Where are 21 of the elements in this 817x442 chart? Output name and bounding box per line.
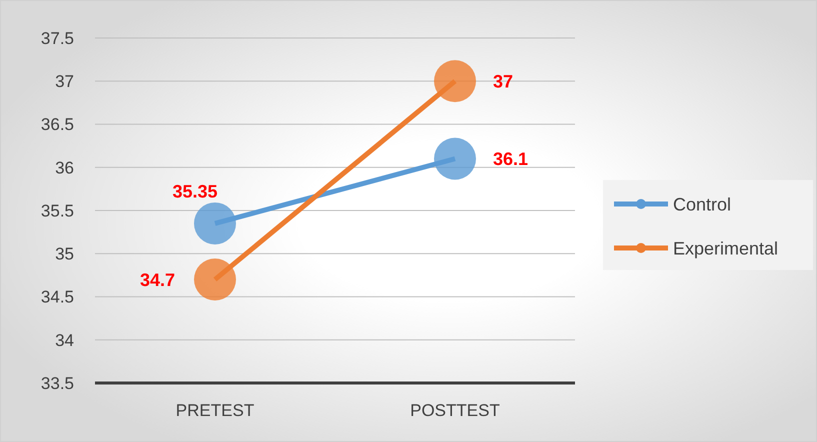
legend-label: Control <box>673 194 732 214</box>
y-tick-label: 36.5 <box>40 115 74 134</box>
y-tick-label: 33.5 <box>40 374 74 393</box>
legend-label: Experimental <box>673 238 778 258</box>
point <box>194 202 236 244</box>
y-tick-label: 34 <box>55 330 74 350</box>
point <box>194 258 236 300</box>
data-label: 36.1 <box>493 149 528 170</box>
x-tick-label: PRETEST <box>176 401 254 420</box>
y-tick-label: 34.5 <box>40 288 74 307</box>
data-label: 34.7 <box>140 270 175 290</box>
y-tick-label: 36 <box>55 158 74 178</box>
y-tick-label: 35 <box>55 244 74 264</box>
point <box>434 138 476 180</box>
y-tick-label: 37.5 <box>40 28 74 48</box>
data-label: 37 <box>493 71 514 92</box>
data-label: 35.35 <box>172 182 218 202</box>
point <box>434 60 476 102</box>
y-tick-label: 37 <box>55 72 74 92</box>
x-tick-label: POSTTEST <box>410 401 500 420</box>
y-tick-label: 35.5 <box>40 201 74 220</box>
